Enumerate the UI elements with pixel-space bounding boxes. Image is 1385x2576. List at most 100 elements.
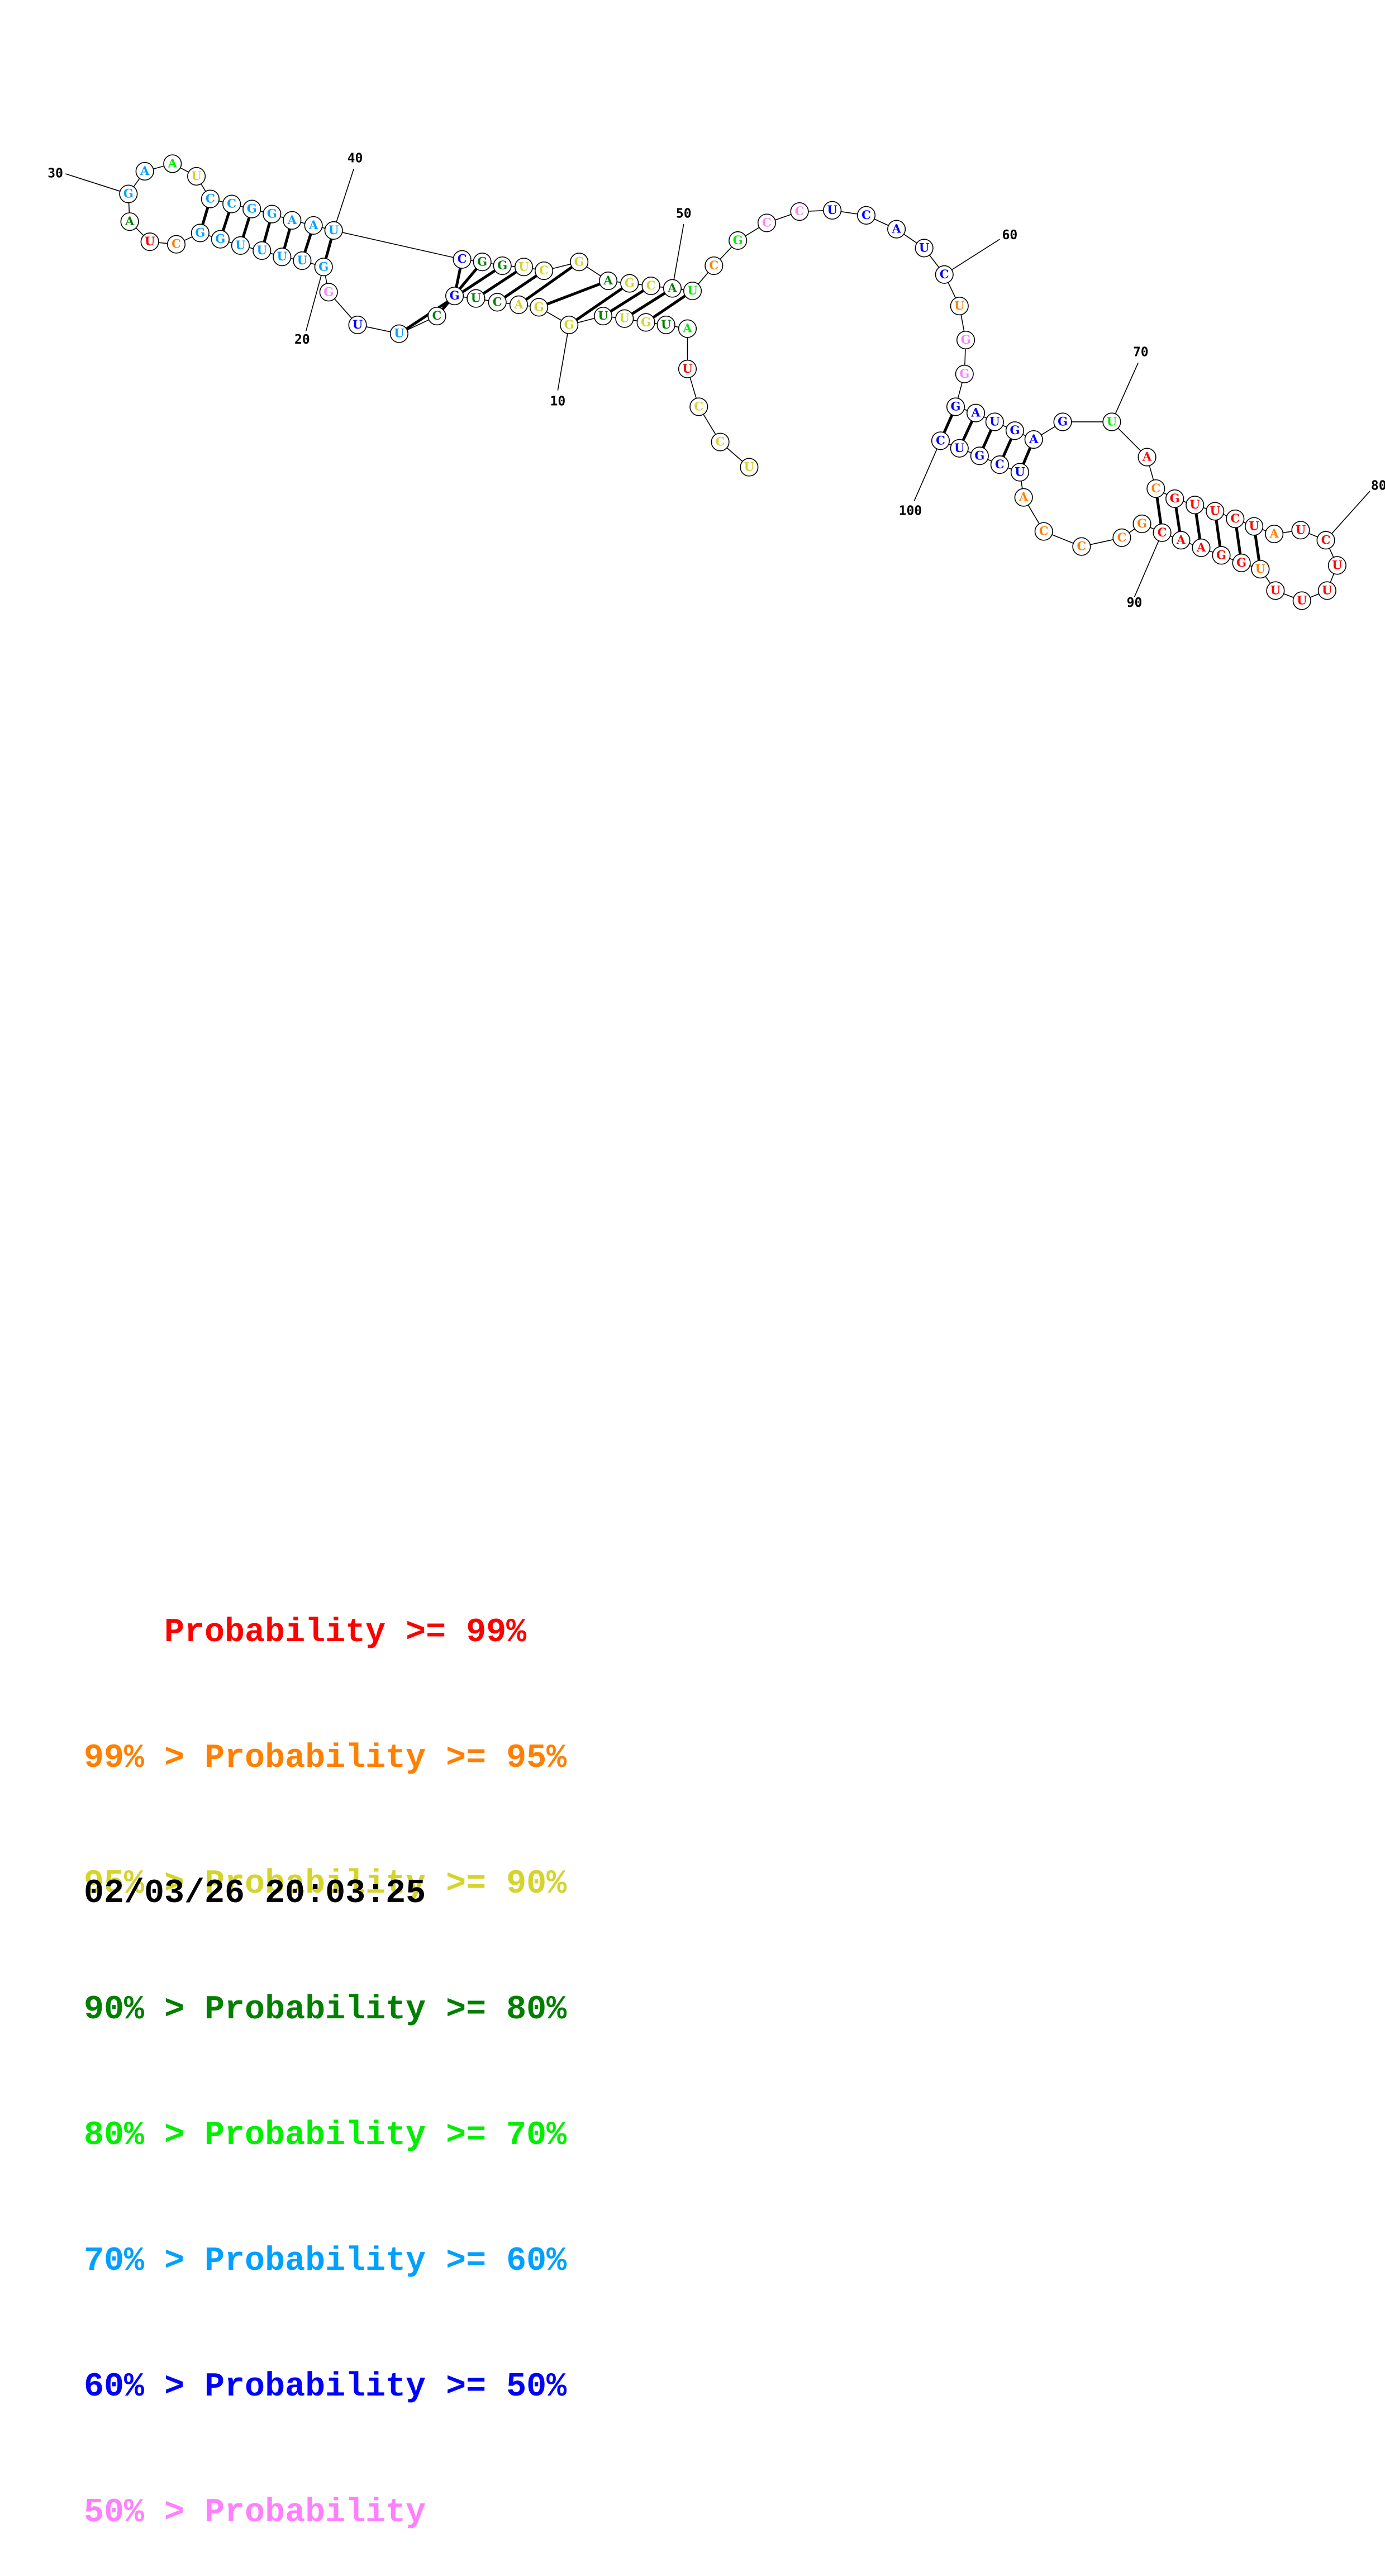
nucleotide-circle <box>191 224 210 243</box>
nucleotide-base: G <box>733 233 743 247</box>
nucleotide-base: U <box>1296 522 1306 536</box>
nucleotide-circle <box>856 206 876 225</box>
nucleotide: G <box>119 184 138 203</box>
nucleotide: A <box>598 271 618 291</box>
nucleotide-base: U <box>1255 562 1265 576</box>
nucleotide-circle <box>678 319 697 338</box>
nucleotide-base: A <box>603 273 613 287</box>
nucleotide-base: U <box>1270 583 1281 597</box>
nucleotide: U <box>1186 496 1205 515</box>
nucleotide-circle <box>887 220 906 239</box>
legend-label: Probability >= 99% <box>164 1614 527 1652</box>
nucleotide-circle <box>1005 421 1025 440</box>
nucleotide: G <box>729 231 748 250</box>
nucleotide-circle <box>514 258 534 277</box>
nucleotide-base: U <box>394 326 404 340</box>
nucleotide: G <box>636 313 655 332</box>
nucleotide-base: A <box>125 214 135 228</box>
nucleotide: A <box>135 161 154 181</box>
nucleotide: G <box>211 230 230 249</box>
nucleotide-circle <box>324 221 343 240</box>
nucleotide-base: U <box>989 414 1000 428</box>
nucleotide-base: C <box>1077 539 1087 553</box>
nucleotide-circle <box>620 274 639 293</box>
nucleotide: G <box>620 274 639 293</box>
nucleotide: C <box>641 276 660 296</box>
nucleotide-circle <box>1206 502 1225 521</box>
nucleotide: C <box>534 261 554 281</box>
nucleotide-base: A <box>1018 490 1029 504</box>
nucleotide: U <box>656 315 675 335</box>
nucleotide-circle <box>689 397 708 416</box>
nucleotide-base: G <box>1170 491 1180 505</box>
nucleotide: C <box>1153 523 1172 542</box>
nucleotide-circle <box>273 248 292 267</box>
nucleotide: G <box>473 253 492 272</box>
nucleotide-base: C <box>539 263 549 277</box>
nucleotide: C <box>1072 537 1091 556</box>
nucleotide-base: G <box>323 284 334 298</box>
nucleotide-circle <box>1192 538 1211 557</box>
nucleotide: G <box>493 256 512 275</box>
nucleotide: U <box>293 251 312 270</box>
nucleotide: C <box>222 194 241 213</box>
nucleotide: U <box>1102 412 1121 431</box>
nucleotide: A <box>1192 538 1211 557</box>
nucleotide: U <box>324 221 343 240</box>
position-tick <box>1134 532 1163 597</box>
nucleotide-base: C <box>862 208 871 222</box>
position-ticks: 10 20 30 40 50 60 70 80 90 100 <box>47 151 1385 610</box>
nucleotide-base: U <box>329 223 339 237</box>
nucleotide-base: C <box>172 237 181 251</box>
nucleotide: C <box>757 213 777 232</box>
nucleotide: U <box>683 282 702 301</box>
nucleotide-circle <box>946 397 965 416</box>
nucleotide-base: U <box>1190 497 1200 511</box>
nucleotide-base: G <box>215 232 225 246</box>
nucleotide-circle <box>740 458 759 477</box>
nucleotide-base: U <box>827 203 837 217</box>
nucleotide: G <box>191 224 210 243</box>
position-tick <box>1111 362 1139 422</box>
timestamp: 02/03/26 20:03:25 <box>84 1875 426 1913</box>
nucleotide-circle <box>705 256 724 275</box>
nucleotide-base: U <box>257 243 267 257</box>
nucleotide: G <box>445 287 464 306</box>
legend-label: Probability >= 90% <box>204 1865 567 1903</box>
nucleotide-base: U <box>598 308 608 322</box>
nucleotide-circle <box>1165 489 1184 508</box>
position-tick <box>944 239 1000 275</box>
nucleotide-circle <box>1014 488 1033 507</box>
nucleotide-circle <box>1102 412 1121 431</box>
nucleotide-base: U <box>277 249 287 263</box>
position-tick <box>672 224 684 289</box>
nucleotide-base: U <box>661 317 671 331</box>
nucleotide-base: U <box>297 253 307 267</box>
nucleotide-base: C <box>1117 530 1127 544</box>
nucleotide: C <box>427 307 446 326</box>
nucleotide-circle <box>560 315 579 335</box>
nucleotide: U <box>1291 521 1310 540</box>
nucleotide: U <box>348 315 367 335</box>
nucleotide: C <box>453 250 472 269</box>
nucleotide-base: G <box>574 254 584 268</box>
nucleotide-circle <box>314 258 333 277</box>
nucleotide-base: A <box>667 281 677 295</box>
nucleotide-circle <box>222 194 241 213</box>
nucleotide-circle <box>656 315 675 335</box>
nucleotide: U <box>1327 556 1346 575</box>
nucleotide: G <box>1132 514 1151 534</box>
nucleotide-base: C <box>227 197 236 211</box>
position-label: 100 <box>899 503 922 518</box>
base-pair-line <box>496 269 545 303</box>
nucleotide-circle <box>283 211 302 230</box>
nucleotide: G <box>1212 546 1231 565</box>
legend-row-90: 95% > Probability >= 90% <box>84 1864 567 1905</box>
nucleotide-circle <box>1292 591 1311 610</box>
nucleotide-base: C <box>493 294 502 308</box>
legend-label: Probability >= 80% <box>204 1991 567 2029</box>
legend-prefix: 80% > <box>84 2117 205 2155</box>
base-pair-line <box>538 279 609 309</box>
nucleotide: G <box>319 283 338 302</box>
nucleotide: G <box>1053 412 1072 431</box>
